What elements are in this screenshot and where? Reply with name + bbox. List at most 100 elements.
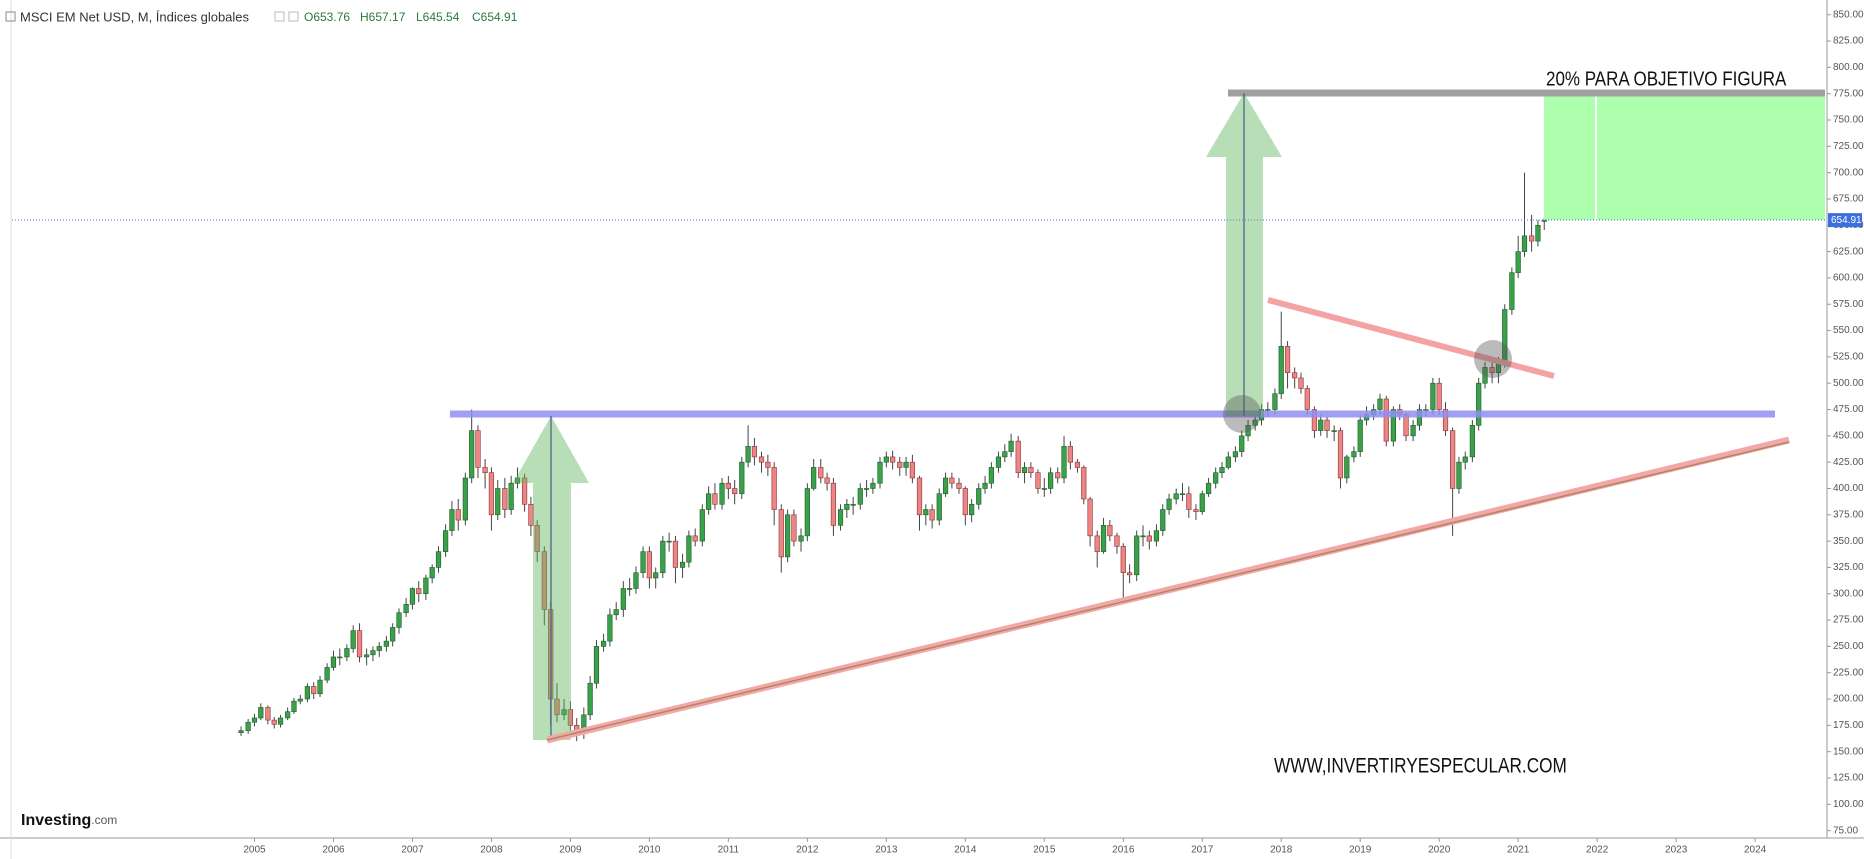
candle-body: [909, 461, 915, 479]
y-tick-label: 725.00: [1833, 141, 1864, 152]
candle-body: [633, 572, 639, 589]
y-tick-label: 225.00: [1833, 667, 1864, 678]
settings-icon[interactable]: [274, 11, 285, 22]
x-tick-label: 2009: [559, 845, 582, 856]
candle-body: [640, 551, 646, 574]
candle-body: [870, 482, 876, 489]
candle-body: [1100, 525, 1107, 552]
candle-body: [646, 551, 652, 579]
candle-body: [311, 686, 317, 695]
y-tick-label: 500.00: [1833, 378, 1864, 389]
candle-body: [251, 717, 258, 723]
x-tick-label: 2013: [875, 845, 898, 856]
candle-body: [679, 561, 686, 568]
x-tick-label: 2020: [1428, 845, 1451, 856]
y-tick-label: 100.00: [1833, 799, 1864, 810]
y-tick-label: 475.00: [1833, 404, 1864, 415]
candle-body: [798, 535, 804, 542]
candle-body: [1239, 435, 1245, 452]
candle-body: [1456, 461, 1462, 489]
candle-body: [1146, 535, 1152, 542]
candle-body: [1344, 456, 1350, 479]
candle-body: [1021, 467, 1028, 473]
candle-body: [883, 456, 889, 463]
candle-body: [1482, 367, 1488, 384]
candle-body: [692, 535, 698, 542]
candle-body: [923, 509, 929, 516]
candle-body: [416, 588, 422, 595]
candle-body: [462, 477, 468, 521]
candle-body: [962, 488, 968, 516]
candle-body: [863, 488, 870, 490]
candle-body: [607, 614, 613, 642]
x-tick-label: 2017: [1191, 845, 1214, 856]
candle-body: [271, 719, 277, 725]
candle-body: [620, 588, 626, 610]
candle-body: [541, 551, 547, 610]
candle-body: [818, 467, 824, 479]
candle-body: [337, 656, 343, 659]
candle-body: [672, 540, 679, 568]
candle-body: [587, 682, 593, 716]
candle-body: [534, 525, 540, 552]
uptrend-line-core: [546, 441, 1790, 741]
x-tick-label: 2008: [480, 845, 503, 856]
candle-body: [370, 650, 376, 656]
candle-body: [1529, 235, 1535, 242]
y-tick-label: 750.00: [1833, 115, 1864, 126]
collapse-icon[interactable]: [5, 11, 16, 22]
candle-body: [745, 446, 751, 463]
x-tick-label: 2019: [1349, 845, 1372, 856]
ohlc-open: O653.76: [304, 10, 350, 24]
candle-body: [1331, 430, 1337, 432]
candle-body: [719, 482, 725, 505]
y-tick-label: 450.00: [1833, 430, 1864, 441]
y-tick-label: 550.00: [1833, 325, 1864, 336]
y-tick-label: 300.00: [1833, 588, 1864, 599]
x-tick-label: 2012: [796, 845, 819, 856]
candle-body: [258, 707, 264, 719]
candle-body: [383, 640, 389, 647]
candle-body: [1390, 409, 1396, 442]
candle-body: [469, 430, 475, 479]
candle-body: [897, 461, 903, 468]
candle-body: [1213, 472, 1219, 484]
candle-body: [660, 540, 666, 574]
branding-name: Investing: [21, 812, 91, 829]
candle-body: [613, 609, 619, 616]
candle-body: [1120, 546, 1126, 574]
candle-body: [304, 686, 310, 700]
candle-body: [732, 488, 738, 495]
x-tick-label: 2007: [401, 845, 424, 856]
y-tick-label: 525.00: [1833, 352, 1864, 363]
candle-body: [1292, 372, 1298, 379]
candle-body: [317, 679, 323, 695]
y-tick-label: 125.00: [1833, 773, 1864, 784]
candle-body: [330, 656, 337, 668]
candle-body: [1074, 461, 1081, 468]
candle-body: [435, 551, 442, 568]
candle-body: [791, 514, 797, 542]
candle-body: [1002, 451, 1008, 458]
candle-body: [936, 493, 942, 521]
y-tick-label: 150.00: [1833, 746, 1864, 757]
candle-body: [1219, 467, 1225, 473]
candle-body: [356, 630, 363, 658]
candle-body: [521, 477, 528, 505]
candle-body: [877, 461, 883, 484]
candle-body: [423, 577, 429, 595]
candle-body: [758, 456, 765, 463]
close-icon[interactable]: [288, 11, 299, 22]
candle-body: [1423, 409, 1429, 411]
candle-body: [429, 567, 435, 579]
candle-body: [890, 456, 896, 463]
candle-body: [627, 588, 633, 590]
candle-body: [1232, 451, 1239, 458]
y-tick-label: 675.00: [1833, 194, 1864, 205]
candle-body: [593, 646, 600, 684]
y-tick-label: 350.00: [1833, 536, 1864, 547]
candle-body: [488, 472, 495, 516]
drawings: [12, 89, 1827, 744]
candle-body: [567, 709, 574, 726]
